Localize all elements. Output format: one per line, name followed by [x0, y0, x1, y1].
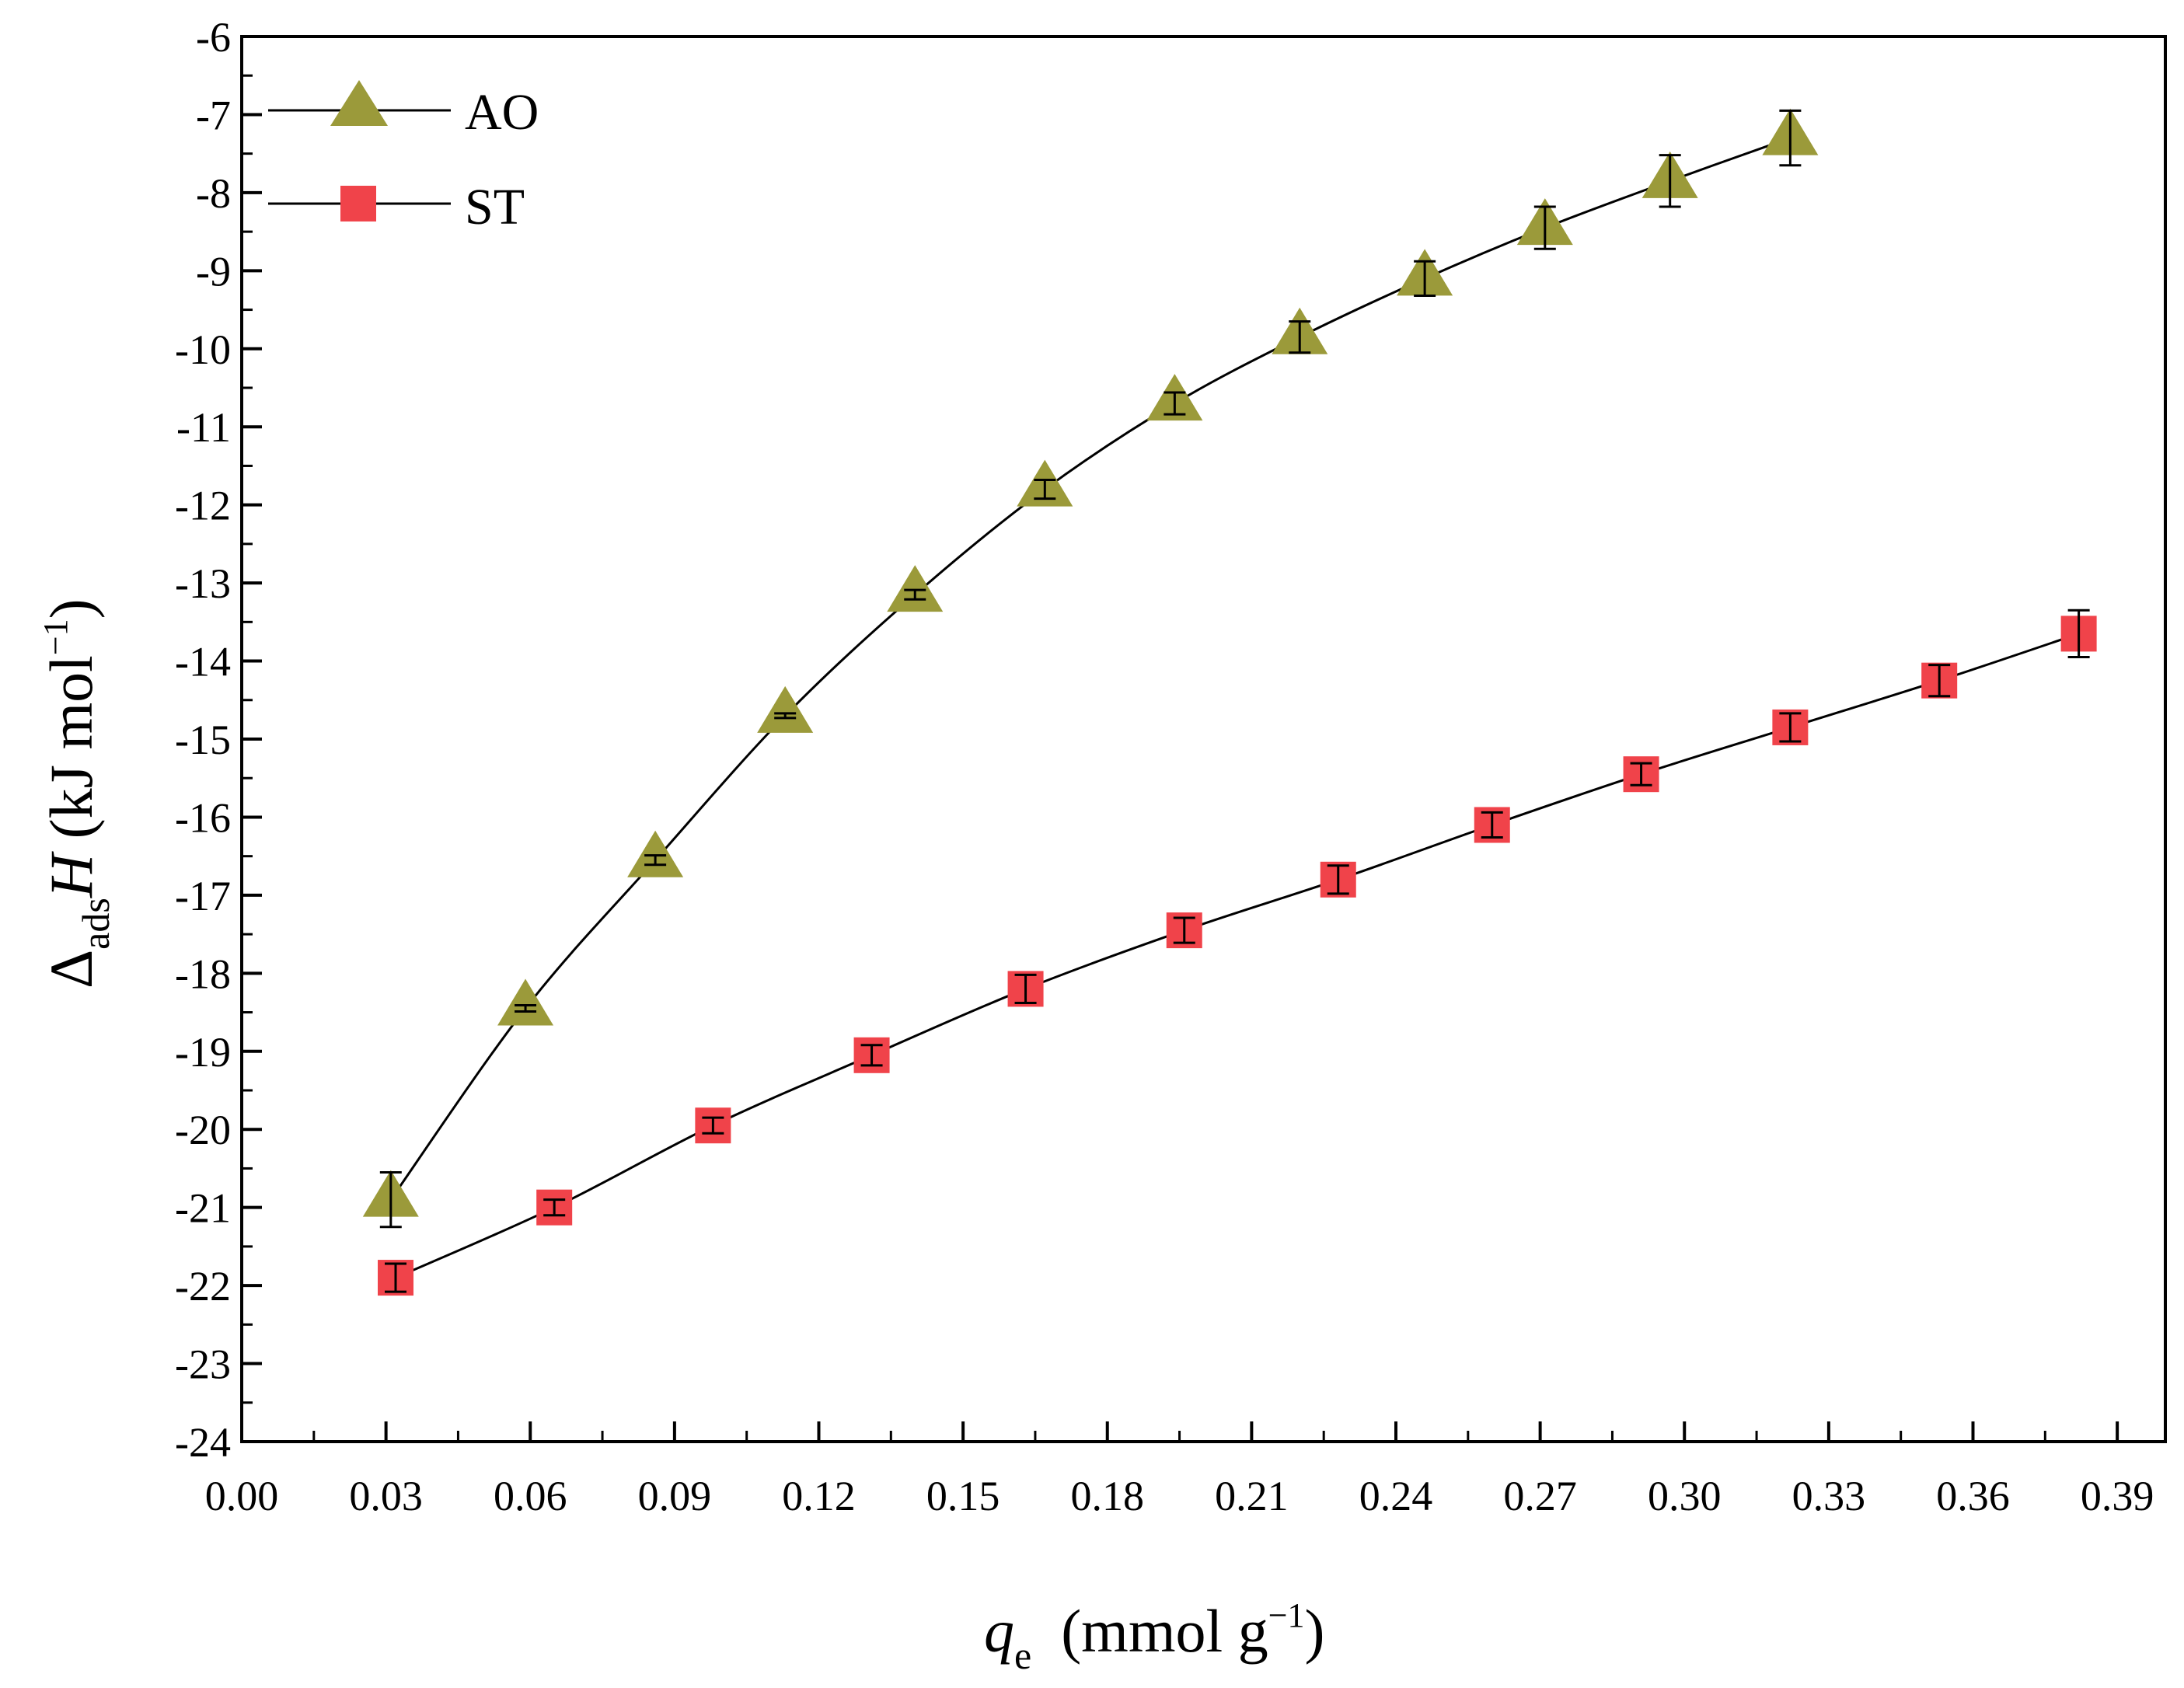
- y-tick-label: -6: [196, 14, 231, 61]
- y-tick-label: -24: [175, 1419, 231, 1466]
- x-tick-label: 0.18: [1071, 1473, 1145, 1519]
- error-bar: [543, 1198, 566, 1217]
- error-bar: [385, 1262, 406, 1293]
- data-point-ao: [757, 685, 814, 733]
- series-layer: [362, 108, 2097, 1296]
- y-axis-close: ): [37, 598, 105, 619]
- error-bar: [1779, 712, 1802, 743]
- error-bar: [1034, 479, 1056, 500]
- error-bar: [1779, 109, 1802, 167]
- y-tick-label: -22: [175, 1263, 231, 1310]
- y-axis-delta: Δ: [37, 950, 105, 989]
- plot-area: [240, 35, 2167, 1443]
- error-bar: [702, 1116, 724, 1135]
- y-tick-label: -23: [175, 1341, 231, 1388]
- x-tick-label: 0.30: [1648, 1473, 1722, 1519]
- y-tick-label: -8: [196, 170, 231, 217]
- x-axis-title: qe (mmol g−1): [984, 1596, 1325, 1677]
- y-tick-label: -14: [175, 639, 231, 685]
- y-tick-label: -12: [175, 483, 231, 529]
- error-bar: [515, 1004, 537, 1013]
- x-tick-label: 0.09: [638, 1473, 712, 1519]
- x-tick-label: 0.06: [494, 1473, 567, 1519]
- x-tick-label: 0.12: [782, 1473, 856, 1519]
- x-tick-labels: 0.00 0.03 0.06 0.09 0.12 0.15 0.18 0.21 0.24 0.27…: [205, 1473, 2154, 1519]
- series-st: [378, 609, 2097, 1296]
- error-bar: [1173, 916, 1195, 944]
- error-bar: [1630, 762, 1652, 786]
- x-axis-var: q: [984, 1597, 1014, 1665]
- error-bar: [860, 1044, 883, 1067]
- x-axis-sup: −1: [1268, 1596, 1305, 1634]
- y-tick-label: -20: [175, 1107, 231, 1153]
- y-tick-label: -7: [196, 92, 231, 138]
- y-axis-title: ΔadsH (kJ mol−1): [37, 598, 117, 989]
- error-bar: [1928, 664, 1951, 698]
- y-tick-label: -21: [175, 1185, 231, 1232]
- x-tick-label: 0.03: [349, 1473, 423, 1519]
- x-tick-label: 0.36: [1936, 1473, 2010, 1519]
- error-bar: [1014, 973, 1037, 1005]
- error-bar: [1289, 320, 1311, 354]
- y-axis-sup: −1: [37, 619, 75, 655]
- x-tick-label: 0.27: [1503, 1473, 1577, 1519]
- x-axis-close: ): [1305, 1597, 1325, 1665]
- x-tick-label: 0.00: [205, 1473, 279, 1519]
- error-bar: [774, 712, 797, 720]
- error-bar: [904, 588, 926, 601]
- error-bar: [1481, 811, 1503, 839]
- y-tick-label: -17: [175, 873, 231, 919]
- data-point-ao: [497, 978, 554, 1026]
- y-tick-label: -19: [175, 1029, 231, 1076]
- series-ao: [362, 108, 1819, 1229]
- y-tick-label: -10: [175, 326, 231, 373]
- error-bar: [2067, 609, 2090, 659]
- y-tick-label: -13: [175, 560, 231, 607]
- error-bar: [644, 854, 667, 867]
- error-bar: [1164, 391, 1186, 416]
- y-axis-units: (kJ mol: [37, 655, 105, 854]
- x-axis-units: (mmol g: [1061, 1597, 1268, 1665]
- y-tick-label: -9: [196, 248, 231, 295]
- legend-label-st: ST: [465, 179, 525, 235]
- error-bar: [1414, 260, 1436, 297]
- data-point-ao: [627, 830, 684, 877]
- y-tick-label: -18: [175, 950, 231, 997]
- axis-ticks: [240, 35, 2119, 1443]
- x-tick-label: 0.39: [2081, 1473, 2154, 1519]
- x-tick-label: 0.33: [1792, 1473, 1866, 1519]
- error-bar: [1659, 154, 1681, 208]
- x-tick-label: 0.21: [1215, 1473, 1289, 1519]
- error-bar: [1327, 864, 1349, 895]
- legend-label-ao: AO: [465, 84, 539, 141]
- legend: AO ST: [268, 80, 539, 235]
- y-tick-label: -16: [175, 794, 231, 841]
- legend-marker-ao: [330, 80, 388, 126]
- x-axis-sub: e: [1014, 1634, 1031, 1677]
- y-tick-label: -15: [175, 717, 231, 763]
- legend-marker-st: [340, 186, 376, 221]
- y-axis-sub: ads: [74, 898, 117, 950]
- error-bar: [379, 1170, 402, 1229]
- error-bar: [1533, 205, 1556, 250]
- y-tick-label: -11: [176, 404, 231, 451]
- y-tick-labels: -6 -7 -8 -9 -10 -11 -12 -13 -14 -15 -16 -17 -18 -19 -2…: [175, 14, 231, 1466]
- x-tick-label: 0.24: [1359, 1473, 1433, 1519]
- x-tick-label: 0.15: [926, 1473, 1000, 1519]
- y-axis-var: H: [37, 851, 105, 898]
- data-point-ao: [887, 565, 944, 612]
